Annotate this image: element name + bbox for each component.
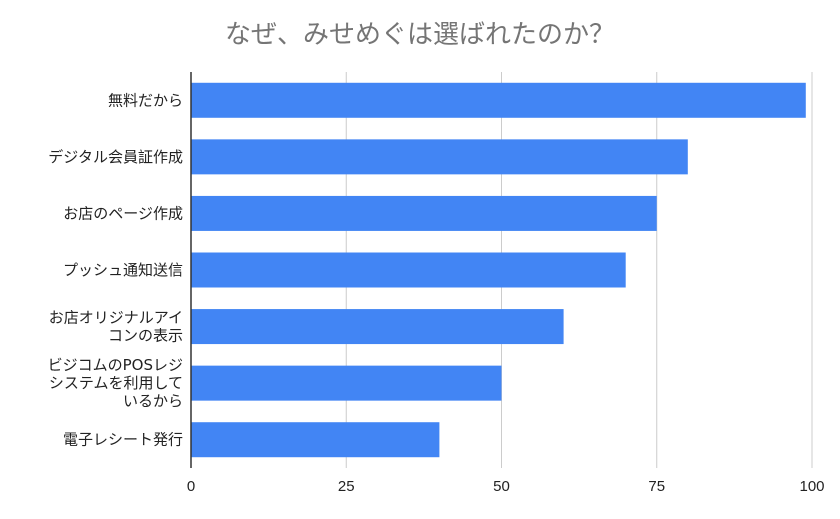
x-tick-label: 75 [648, 478, 665, 495]
chart-title: なぜ、みせめぐは選ばれたのか？ [224, 20, 615, 50]
bar [191, 195, 657, 231]
category-label-line: いるから [123, 392, 183, 410]
bar [191, 309, 564, 345]
category-label-line: お店オリジナルアイ [49, 309, 183, 327]
x-tick-labels: 0 25 50 75 100 [187, 478, 825, 495]
category-label: プッシュ通知送信 [63, 261, 183, 279]
bar [191, 252, 626, 288]
category-label: ビジコムのPOSレジシステムを利用しているから [48, 356, 183, 410]
category-label-line: コンの表示 [108, 327, 183, 345]
category-label: お店のページ作成 [63, 204, 183, 222]
category-label: お店オリジナルアイコンの表示 [49, 309, 183, 345]
category-labels: 無料だからデジタル会員証作成お店のページ作成プッシュ通知送信お店オリジナルアイコ… [48, 91, 183, 448]
bars [191, 82, 806, 458]
x-tick-label: 25 [338, 478, 355, 495]
bar [191, 139, 688, 175]
bar [191, 365, 502, 401]
category-label: 電子レシート発行 [63, 431, 183, 449]
category-label-line: 無料だから [108, 91, 183, 109]
category-label: 無料だから [108, 91, 183, 109]
bar [191, 422, 440, 458]
category-label-line: 電子レシート発行 [63, 431, 183, 449]
category-label-line: ビジコムのPOSレジ [48, 356, 183, 374]
category-label-line: デジタル会員証作成 [48, 148, 183, 166]
category-label-line: お店のページ作成 [63, 204, 183, 222]
category-label: デジタル会員証作成 [48, 148, 183, 166]
x-tick-label: 100 [799, 478, 824, 495]
bar [191, 82, 806, 118]
x-tick-label: 0 [187, 478, 195, 495]
category-label-line: プッシュ通知送信 [63, 261, 183, 279]
category-label-line: システムを利用して [49, 374, 183, 392]
x-tick-label: 50 [493, 478, 510, 495]
